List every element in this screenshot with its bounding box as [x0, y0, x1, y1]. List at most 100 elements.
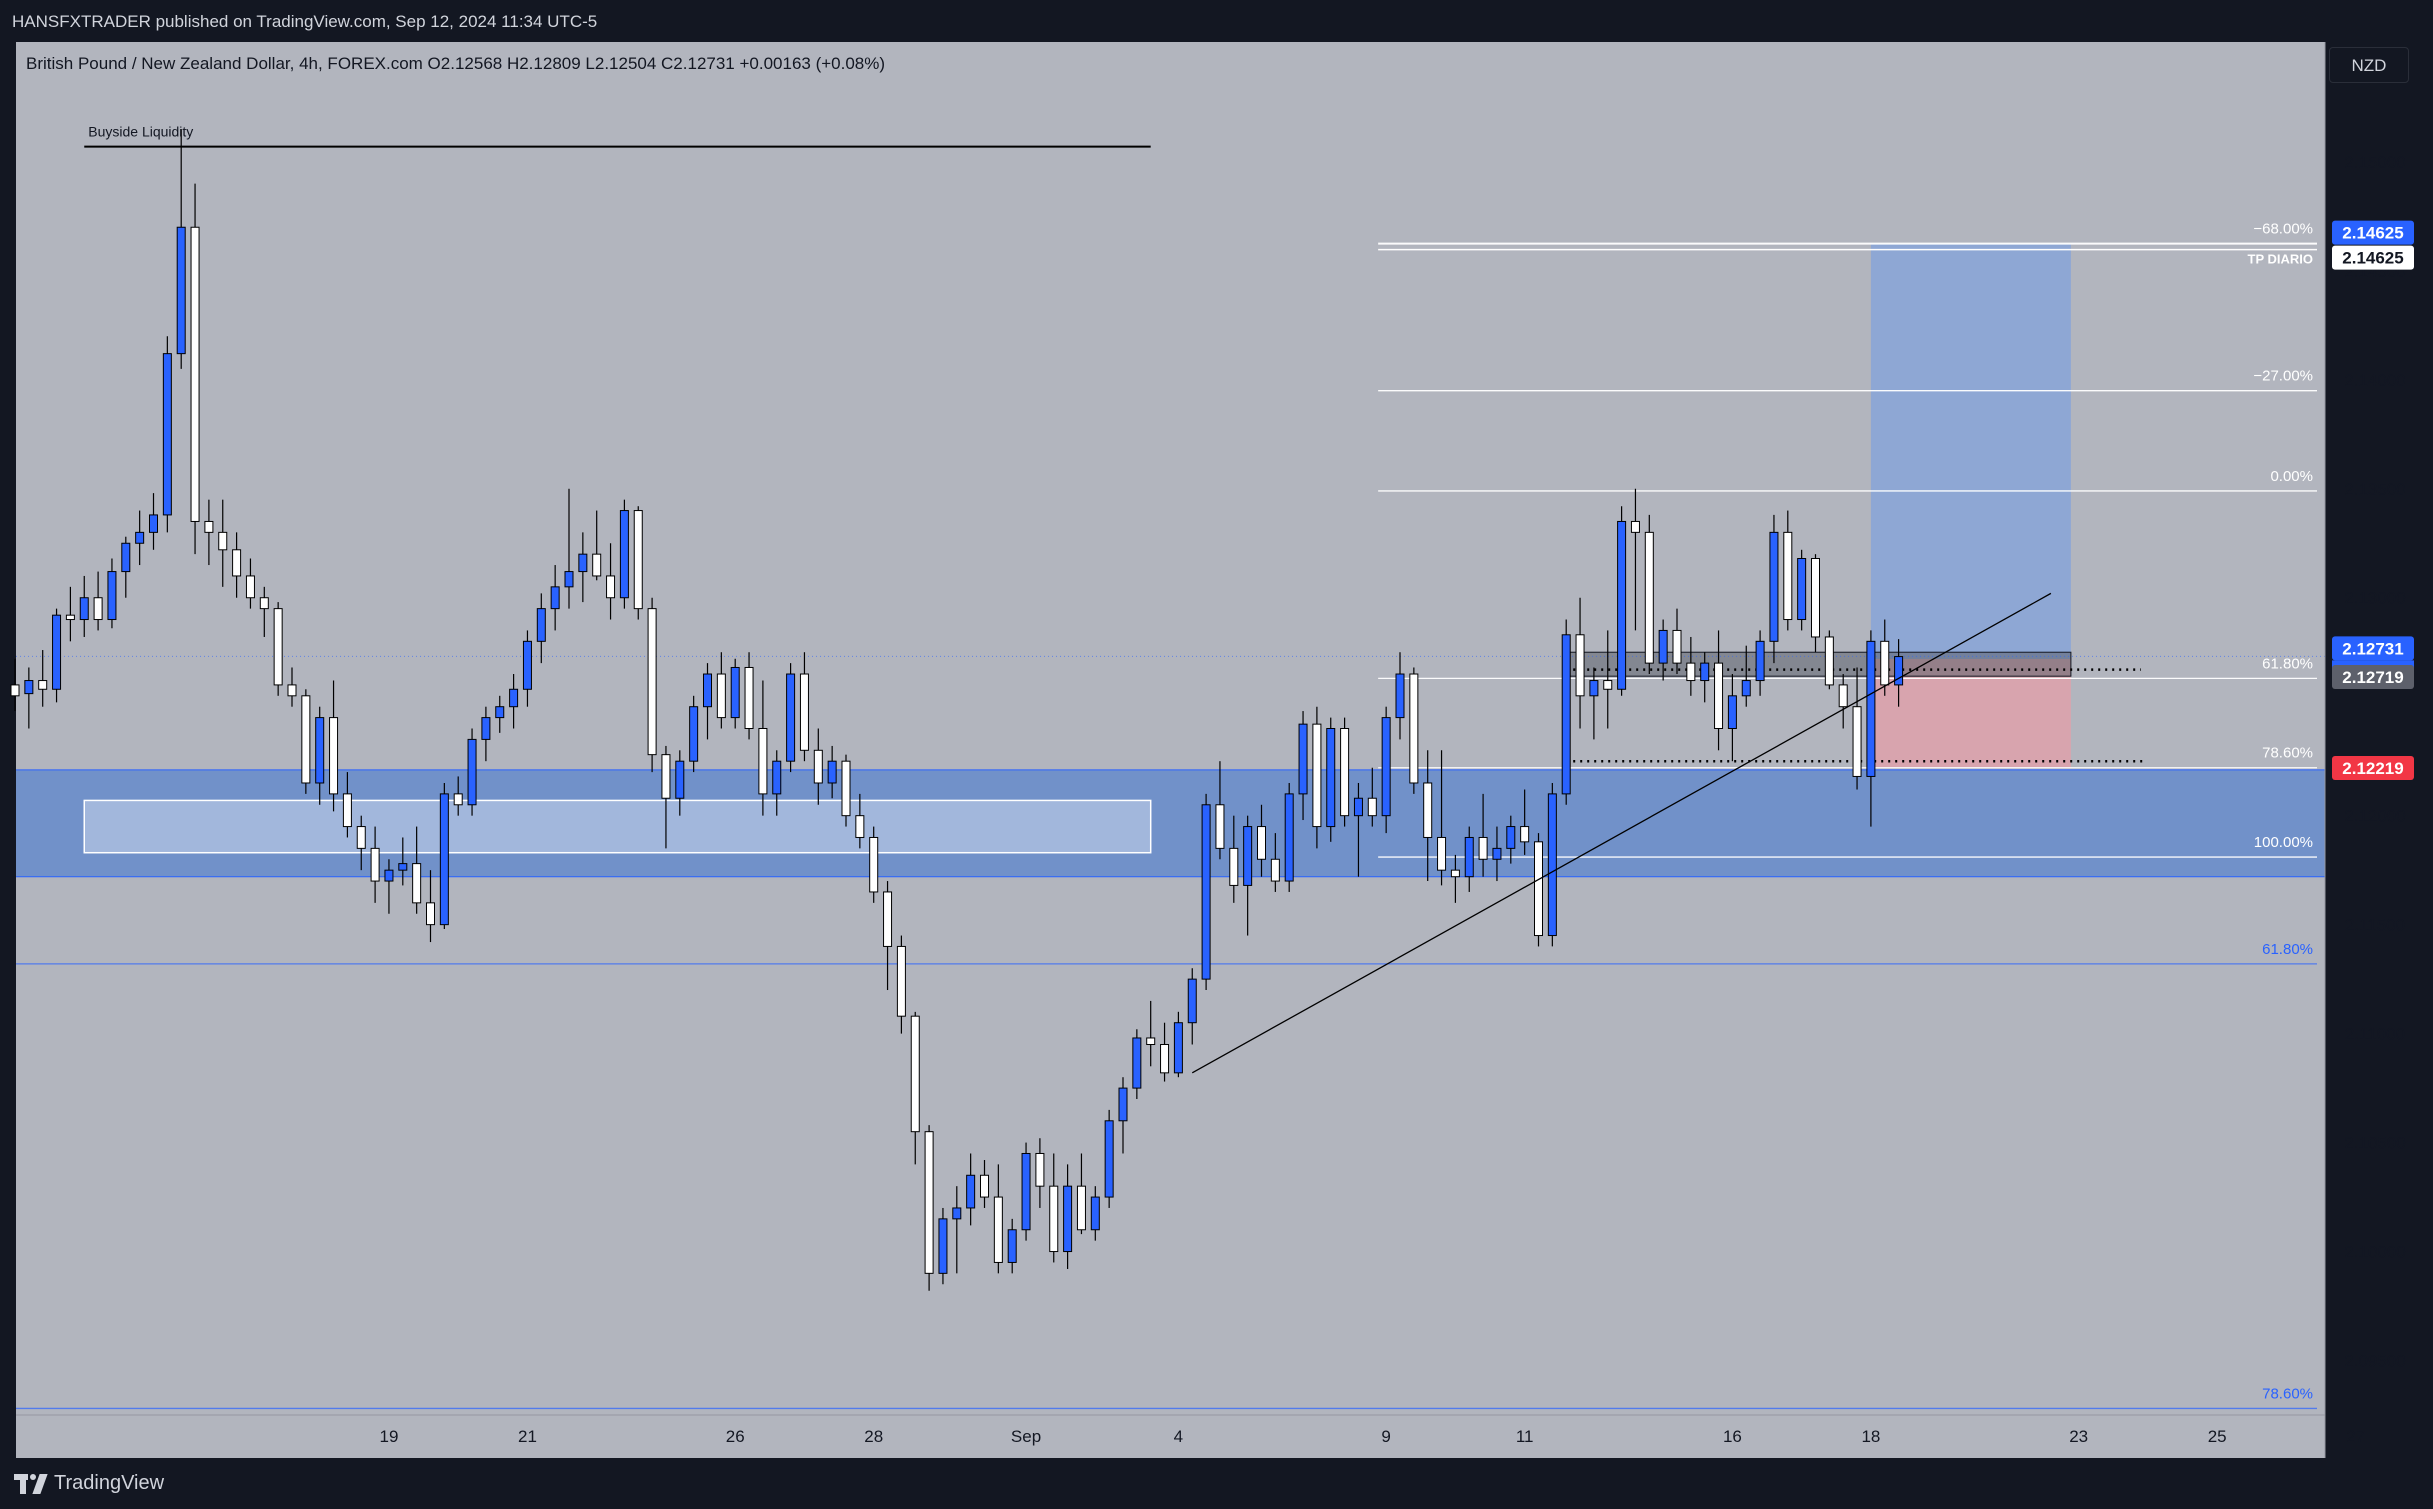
- candle: [1423, 750, 1433, 882]
- candle-body: [730, 666, 740, 719]
- candle: [467, 728, 477, 816]
- candle: [1561, 619, 1571, 805]
- candle-body: [952, 1207, 962, 1220]
- candle: [924, 1125, 934, 1291]
- candle: [1658, 619, 1668, 681]
- tradingview-logo[interactable]: TradingView: [14, 1472, 164, 1495]
- candle: [1187, 968, 1197, 1045]
- candle: [1229, 815, 1239, 903]
- candle: [1603, 630, 1613, 729]
- candle-body: [1450, 869, 1460, 878]
- candle-body: [1464, 836, 1474, 878]
- candle: [426, 870, 435, 943]
- footer-bar: TradingView: [0, 1458, 2433, 1509]
- candle: [121, 536, 131, 598]
- candle: [1243, 815, 1253, 936]
- buyside-liquidity-label: Buyside Liquidity: [88, 124, 193, 140]
- candle-body: [1686, 662, 1696, 682]
- candle-body: [1755, 640, 1765, 682]
- x-axis-tick-label: 16: [1723, 1427, 1742, 1446]
- candle-body: [329, 717, 339, 795]
- candle: [772, 750, 782, 816]
- candle: [1700, 652, 1710, 703]
- candle-body: [606, 575, 616, 599]
- x-axis-tick-label: 28: [864, 1427, 883, 1446]
- y-axis-tick-label: 2.14000: [2344, 371, 2405, 390]
- candle-body: [647, 608, 657, 756]
- candle-body: [38, 680, 48, 690]
- candle: [509, 674, 519, 729]
- candle-body: [1824, 636, 1834, 686]
- y-axis-tick-label: 2.11500: [2345, 916, 2405, 935]
- x-axis-tick-label: 11: [1516, 1427, 1534, 1446]
- candle: [1769, 514, 1779, 664]
- candle-body: [1589, 680, 1599, 697]
- candle-body: [1035, 1152, 1045, 1187]
- candle: [495, 695, 505, 733]
- candle: [883, 881, 893, 991]
- fib-level-label: −27.00%: [2253, 368, 2313, 385]
- candle-body: [896, 945, 906, 1017]
- y-axis-tick-label: 2.09500: [2344, 1352, 2405, 1371]
- candle: [1464, 826, 1474, 892]
- candle: [1630, 488, 1640, 631]
- candle: [1409, 667, 1419, 794]
- fib-level-label: 78.60%: [2262, 745, 2313, 762]
- x-axis-tick-label: 23: [2069, 1427, 2088, 1446]
- fib-level-label: 61.80%: [2262, 941, 2313, 958]
- candle-body: [1215, 804, 1225, 849]
- candle-body: [273, 608, 283, 686]
- candle-body: [799, 673, 809, 751]
- x-axis-tick-label: 19: [379, 1427, 398, 1446]
- y-axis-tick-label: 2.13000: [2344, 589, 2405, 608]
- candle: [522, 630, 532, 707]
- candle: [315, 706, 325, 805]
- fvg-box: [83, 799, 1152, 854]
- candle-body: [786, 673, 796, 762]
- candle-body: [204, 520, 214, 533]
- candle-body: [1353, 797, 1363, 817]
- candle: [675, 750, 685, 816]
- candle-body: [65, 614, 75, 621]
- candle-body: [121, 542, 131, 573]
- candle: [1547, 782, 1557, 947]
- publish-header: HANSFXTRADER published on TradingView.co…: [0, 0, 2433, 42]
- candle-body: [1326, 728, 1336, 828]
- candle-body: [1284, 793, 1294, 882]
- candle: [93, 571, 103, 631]
- candle: [1450, 854, 1460, 903]
- candle: [259, 586, 269, 637]
- candle: [356, 815, 366, 871]
- candle: [1506, 815, 1516, 864]
- candle-body: [1852, 706, 1862, 777]
- candle-body: [633, 510, 643, 610]
- candle-body: [1146, 1037, 1156, 1046]
- candle: [730, 658, 740, 729]
- candle: [1589, 667, 1599, 740]
- candle-body: [79, 597, 89, 621]
- fib-level-label: 100.00%: [2254, 834, 2313, 851]
- candle-body: [342, 793, 352, 828]
- candle-body: [1229, 847, 1239, 886]
- candle: [232, 532, 242, 598]
- candle-body: [827, 760, 837, 784]
- candle-body: [1257, 826, 1266, 860]
- candle-body: [398, 863, 408, 871]
- candle: [993, 1164, 1003, 1274]
- candle-body: [259, 597, 269, 610]
- candle-body: [1506, 826, 1516, 849]
- candle: [398, 837, 408, 886]
- currency-button[interactable]: NZD: [2329, 47, 2409, 83]
- y-axis-tick-label: 2.10000: [2344, 1243, 2405, 1262]
- candle-body: [1492, 847, 1502, 860]
- candle-body: [966, 1174, 976, 1209]
- candle: [1132, 1029, 1142, 1099]
- candle: [24, 667, 34, 729]
- candle: [564, 488, 574, 609]
- candle-body: [619, 510, 629, 599]
- candle: [952, 1186, 962, 1274]
- price-badge-bg: [2332, 755, 2414, 780]
- candle: [536, 593, 546, 664]
- candle-body: [1395, 673, 1405, 719]
